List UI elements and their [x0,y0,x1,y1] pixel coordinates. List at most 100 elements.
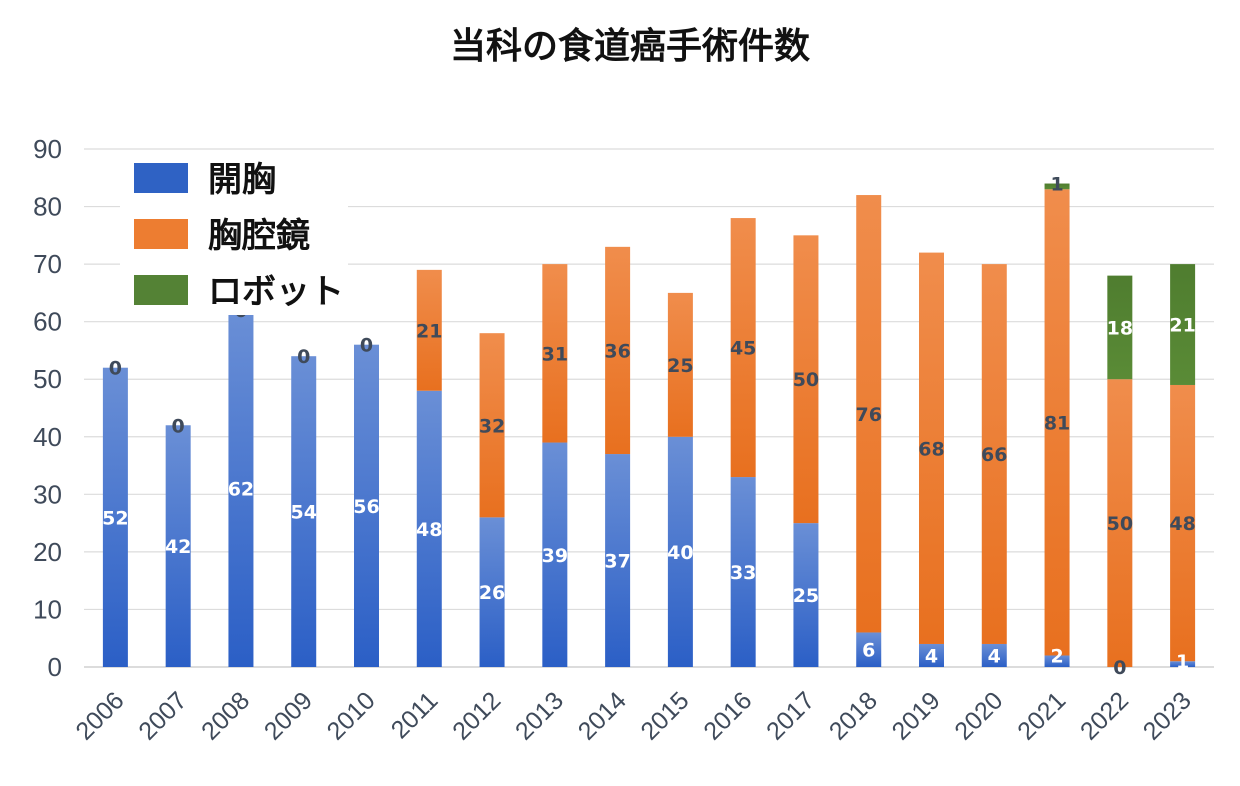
x-tick-label: 2017 [761,686,820,745]
y-tick-label: 20 [33,537,62,567]
data-label: 50 [793,369,819,391]
bar-segment [605,246,631,455]
data-label: 25 [667,355,693,377]
x-tick-label: 2007 [133,686,192,745]
chart-title: 当科の食道癌手術件数 [450,26,810,67]
data-label: 25 [793,585,819,607]
x-tick-label: 2008 [196,686,255,745]
x-tick-label: 2023 [1138,686,1197,745]
data-label: 2 [1050,645,1063,667]
data-label: 76 [855,404,881,426]
bar-segment [228,310,254,667]
bar-segment [856,195,882,633]
bar-segment [1170,264,1196,385]
bars [102,183,1196,667]
data-label: 42 [165,536,191,558]
data-label: 40 [667,542,693,564]
bar-segment [1170,384,1196,662]
data-label: 6 [862,640,875,662]
data-label: 0 [172,415,185,437]
data-label: 0 [1113,657,1126,679]
data-label: 36 [604,340,630,362]
bar-segment [354,344,379,667]
data-labels: 5204206205405604821263239313736402533452… [102,174,1196,679]
data-label: 62 [228,479,254,501]
x-tick-label: 2016 [698,686,757,745]
y-tick-label: 0 [48,652,62,682]
data-label: 0 [297,346,310,368]
x-tick-label: 2012 [447,686,506,745]
x-tick-label: 2018 [824,686,883,745]
bar-segment [981,264,1007,644]
y-tick-label: 60 [33,307,62,337]
x-tick-label: 2013 [510,686,569,745]
x-tick-label: 2019 [887,686,946,745]
bar-segment [416,390,442,667]
data-label: 48 [416,519,442,541]
bar-segment [793,235,819,524]
y-tick-label: 10 [33,594,62,624]
data-label: 39 [542,545,568,567]
data-label: 81 [1044,412,1070,434]
bar-segment [605,454,631,667]
data-label: 31 [542,343,568,365]
bar-segment [542,442,568,667]
data-label: 56 [353,496,379,518]
data-label: 4 [988,645,1001,667]
legend-label: ロボット [208,272,344,312]
data-label: 26 [479,582,505,604]
x-tick-label: 2015 [635,686,694,745]
bar-segment [479,517,505,667]
data-label: 37 [604,551,630,573]
y-tick-label: 80 [33,192,62,222]
bar-segment [416,269,442,391]
x-tick-label: 2022 [1075,686,1134,745]
y-axis: 0 10 20 30 40 50 60 70 80 90 [33,134,62,682]
bar-segment [981,643,1007,667]
x-tick-label: 2009 [259,686,318,745]
legend-swatch [134,275,188,305]
data-label: 52 [102,507,128,529]
y-tick-label: 70 [33,249,62,279]
y-tick-label: 40 [33,422,62,452]
x-tick-label: 2010 [322,686,381,745]
bar-segment [730,477,756,667]
gridlines [84,148,1214,668]
bar-segment [919,643,944,667]
data-label: 54 [290,502,316,524]
bar-segment [793,523,819,667]
bar-segment [1044,655,1070,667]
data-label: 45 [730,338,756,360]
legend-swatch [134,219,188,249]
bar-segment [1044,183,1070,190]
data-label: 21 [416,320,442,342]
bar-segment [856,632,882,667]
data-label: 1 [1176,651,1189,673]
bar-segment [1170,661,1196,667]
x-tick-label: 2014 [573,686,632,745]
bar-segment [730,218,756,478]
y-tick-label: 90 [33,134,62,164]
data-label: 0 [109,358,122,380]
bar-segment [1107,379,1133,667]
legend-label: 開胸 [208,160,276,200]
bar-segment [919,252,944,644]
x-axis: 2006 2007 2008 2009 2010 2011 2012 2013 2014 2015… [70,686,1196,745]
bar-segment [1107,275,1133,380]
x-tick-label: 2020 [949,686,1008,745]
bar-segment [165,425,191,667]
data-label: 32 [479,415,505,437]
y-tick-label: 30 [33,479,62,509]
data-label: 33 [730,562,756,584]
bar-segment [1044,189,1070,656]
data-label: 18 [1107,317,1133,339]
legend-swatch [134,163,188,193]
x-tick-label: 2021 [1012,686,1071,745]
data-label: 0 [360,335,373,357]
bar-segment [102,367,128,667]
bar-segment [667,436,693,667]
data-label: 21 [1169,315,1195,337]
data-label: 48 [1169,513,1195,535]
